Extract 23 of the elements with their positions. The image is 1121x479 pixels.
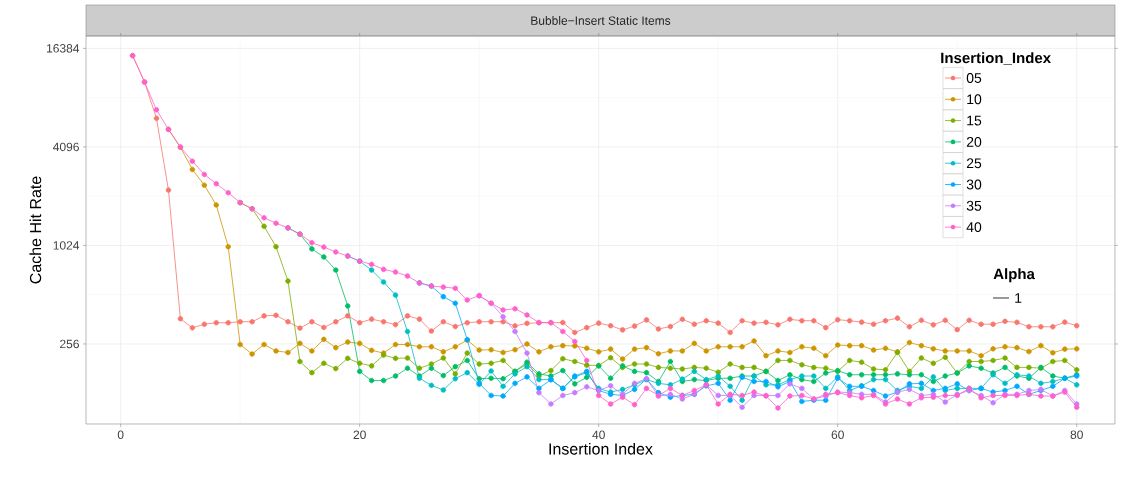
legend-label: 40 xyxy=(966,222,982,233)
annotation: 1 xyxy=(1015,293,1022,303)
y-tick-label: 1024 xyxy=(53,241,80,250)
x-tick-label: 40 xyxy=(592,430,605,439)
y-axis-title: Cache Hit Rate xyxy=(29,176,42,284)
legend-label: 05 xyxy=(966,73,982,83)
legend-label: 20 xyxy=(966,136,982,147)
x-axis-title: Insertion Index xyxy=(549,442,653,455)
y-tick-label: 256 xyxy=(60,339,79,349)
chart-title: Bubble−Insert Static Items xyxy=(531,16,671,25)
y-tick-label: 4096 xyxy=(53,142,79,152)
legend-label: 15 xyxy=(967,115,982,126)
legend-label: 35 xyxy=(966,200,982,211)
annotation: Alpha xyxy=(993,268,1035,283)
x-tick-label: 80 xyxy=(1070,430,1083,439)
legend-label: 10 xyxy=(967,94,982,105)
x-tick-label: 0 xyxy=(117,430,124,439)
legend-label: 25 xyxy=(966,158,982,169)
legend-title: Insertion_Index xyxy=(941,52,1051,65)
y-tick-label: 16384 xyxy=(47,44,80,53)
legend-label: 30 xyxy=(966,179,982,190)
x-tick-label: 60 xyxy=(831,430,844,439)
x-tick-label: 20 xyxy=(353,430,366,439)
